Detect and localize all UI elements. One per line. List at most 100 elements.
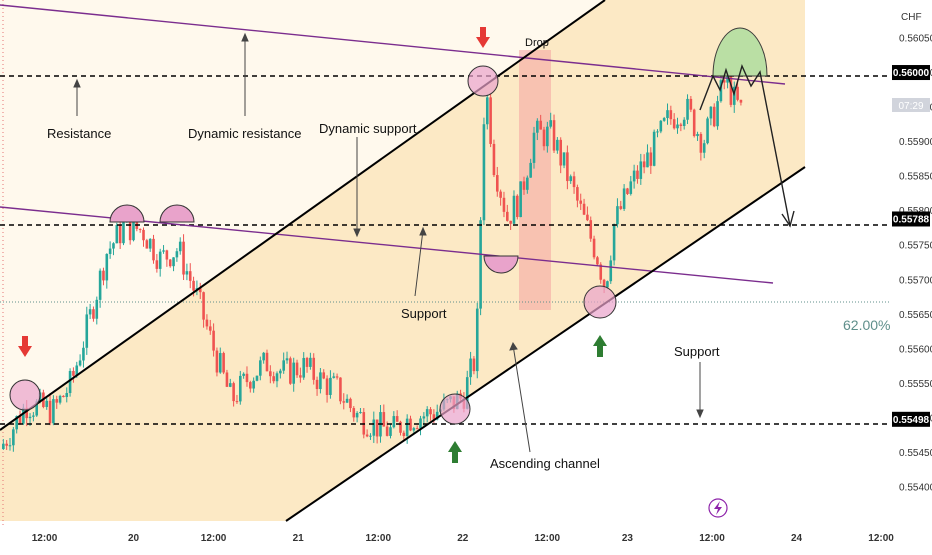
- candle-body: [699, 133, 703, 153]
- candle: [686, 94, 689, 125]
- candle-body: [419, 418, 422, 429]
- candle-body: [339, 377, 342, 402]
- candle-body: [629, 181, 633, 194]
- candle-body: [78, 360, 82, 366]
- time-axis-background: [0, 525, 932, 550]
- candle-body: [269, 371, 272, 377]
- candle: [145, 238, 149, 249]
- candle: [198, 282, 202, 300]
- time-axis[interactable]: 12:00 20 12:00 21 12:00 22 12:00 23 12:00 24 12:00: [0, 525, 932, 550]
- candle: [569, 174, 573, 184]
- candle: [722, 76, 726, 90]
- candle: [716, 95, 719, 130]
- resistance-half-circle-2: [159, 204, 195, 223]
- candle-body: [228, 383, 232, 387]
- candle: [642, 154, 646, 174]
- projection-arrowhead: [781, 210, 795, 228]
- candle: [275, 371, 279, 388]
- candle-body: [48, 400, 52, 424]
- candle: [102, 267, 105, 286]
- candle-body: [2, 443, 5, 450]
- candle: [679, 122, 683, 132]
- candle: [352, 406, 356, 422]
- candle-body: [118, 225, 122, 244]
- candle-body: [145, 240, 149, 249]
- candle-body: [72, 370, 75, 376]
- candle-body: [335, 376, 339, 378]
- candle-body: [162, 250, 165, 252]
- candle-body: [142, 229, 145, 241]
- candle-body: [579, 200, 583, 204]
- candle: [279, 368, 282, 379]
- candle-body: [185, 271, 189, 275]
- candle-body: [722, 80, 726, 83]
- candle: [629, 175, 633, 196]
- candle-body: [405, 418, 409, 437]
- candle: [319, 368, 322, 394]
- candle-body: [719, 80, 723, 102]
- lightning-icon[interactable]: [708, 498, 728, 518]
- candle-body: [309, 357, 312, 367]
- candle: [52, 395, 55, 426]
- candle-body: [299, 375, 302, 378]
- candle-body: [392, 416, 396, 428]
- signal-arrows: [18, 27, 607, 463]
- x-tick-label: 12:00: [201, 533, 227, 544]
- candle-body: [232, 383, 235, 402]
- candle: [329, 370, 332, 399]
- candle: [492, 139, 496, 178]
- candle-body: [689, 98, 693, 110]
- candle-body: [642, 161, 646, 168]
- annotation-ascending-channel: Ascending channel: [490, 456, 600, 471]
- candle: [299, 367, 302, 383]
- candle-body: [45, 400, 49, 407]
- touch-circle-4: [583, 285, 617, 319]
- candle-body: [259, 360, 262, 376]
- candle-body: [709, 106, 713, 119]
- candle: [312, 353, 316, 385]
- candle: [689, 96, 693, 113]
- candle: [546, 121, 549, 153]
- candle-body: [692, 109, 696, 137]
- pointer-arrows: [73, 32, 704, 453]
- candle-body: [108, 248, 112, 254]
- candle-body: [546, 126, 549, 147]
- candle-body: [135, 217, 139, 229]
- candle: [185, 263, 189, 281]
- candle: [662, 116, 666, 122]
- candle: [262, 351, 265, 364]
- price-axis[interactable]: CHF 0.560500.560000.559500.559000.558500…: [890, 0, 932, 550]
- candle-body: [509, 220, 512, 224]
- candle-body: [55, 399, 59, 403]
- candle-body: [249, 382, 252, 389]
- candle: [532, 126, 536, 169]
- candle: [475, 302, 479, 379]
- candle-body: [402, 432, 406, 437]
- candle: [62, 395, 65, 398]
- candle: [412, 426, 416, 434]
- candle: [12, 426, 15, 452]
- candle: [48, 393, 52, 426]
- candle-body: [696, 133, 699, 137]
- price-badge-label: 0.56000: [893, 68, 930, 79]
- candle: [188, 263, 192, 289]
- candle-body: [178, 241, 182, 252]
- candle-body: [385, 426, 389, 436]
- candle-body: [279, 370, 282, 374]
- candle: [239, 370, 242, 405]
- candle: [536, 118, 539, 141]
- candle-body: [469, 358, 472, 378]
- candle-body: [242, 373, 245, 376]
- y-tick-label: 0.55550: [899, 379, 932, 390]
- candle-body: [115, 225, 119, 244]
- candle: [622, 184, 626, 211]
- countdown-label: 07:29: [898, 101, 923, 112]
- candle: [228, 378, 232, 388]
- candle: [666, 103, 669, 125]
- annotation-dynamic-resistance: Dynamic resistance: [188, 126, 301, 141]
- candle-body: [425, 409, 429, 417]
- candle: [469, 351, 472, 385]
- candle-body: [188, 271, 192, 281]
